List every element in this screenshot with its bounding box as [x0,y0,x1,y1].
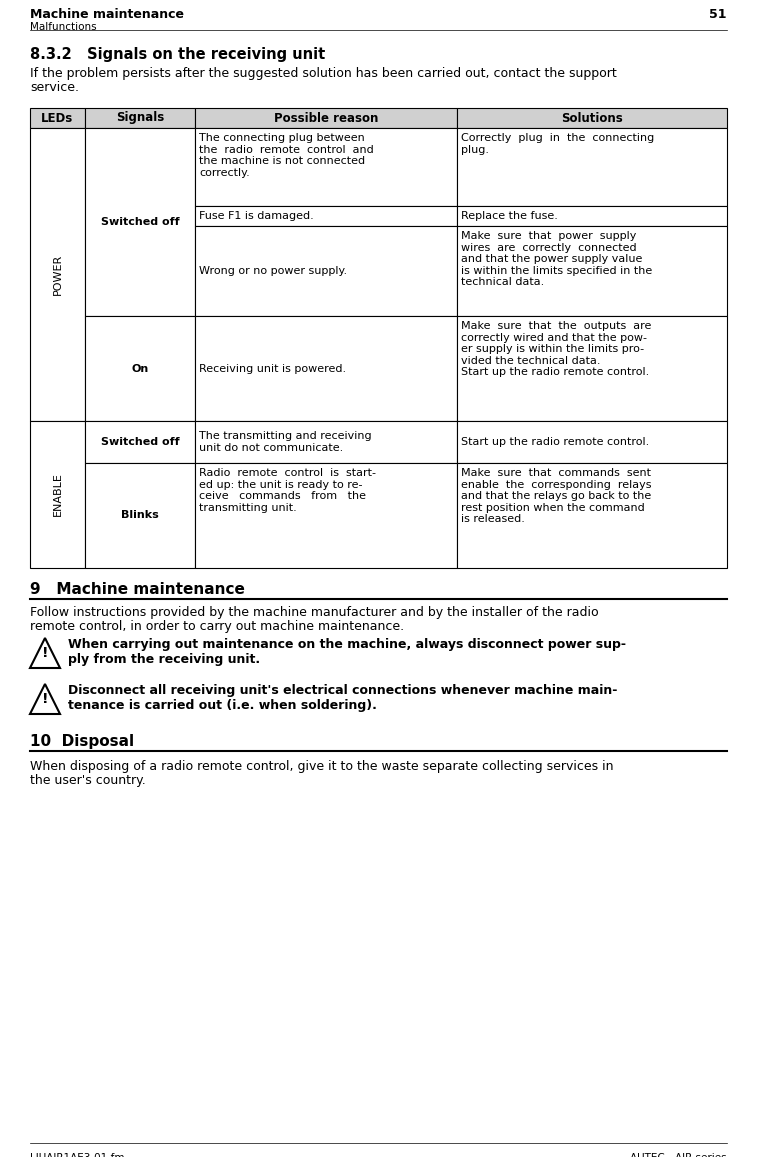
Text: ENABLE: ENABLE [52,472,63,516]
Text: Switched off: Switched off [101,437,179,447]
Text: Make  sure  that  power  supply
wires  are  correctly  connected
and that the po: Make sure that power supply wires are co… [461,231,653,287]
Bar [30,108,85,128]
Bar [85,108,195,128]
Bar [85,421,195,463]
Text: Replace the fuse.: Replace the fuse. [461,211,558,221]
Text: 10  Disposal: 10 Disposal [30,734,134,749]
Bar [457,108,727,128]
Text: Solutions: Solutions [561,111,623,125]
Text: LEDs: LEDs [42,111,73,125]
Bar [457,421,727,463]
Bar [457,128,727,206]
Text: If the problem persists after the suggested solution has been carried out, conta: If the problem persists after the sugges… [30,67,617,80]
Text: AUTEC - AIR series: AUTEC - AIR series [631,1154,727,1157]
Text: the user's country.: the user's country. [30,774,146,787]
Bar [85,316,195,421]
Text: Blinks: Blinks [121,510,159,521]
Text: Signals: Signals [116,111,164,125]
Bar [195,108,457,128]
Text: The transmitting and receiving
unit do not communicate.: The transmitting and receiving unit do n… [199,432,372,452]
Text: The connecting plug between
the  radio  remote  control  and
the machine is not : The connecting plug between the radio re… [199,133,374,178]
Text: Wrong or no power supply.: Wrong or no power supply. [199,266,347,277]
Bar [457,316,727,421]
Text: 9   Machine maintenance: 9 Machine maintenance [30,582,245,597]
Bar [195,128,457,206]
Bar [457,226,727,316]
Bar [195,316,457,421]
Bar [195,226,457,316]
Text: service.: service. [30,81,79,94]
Text: LIUAIR1AE3-01.fm: LIUAIR1AE3-01.fm [30,1154,124,1157]
Bar [195,206,457,226]
Text: Malfunctions: Malfunctions [30,22,97,32]
Text: Make  sure  that  commands  sent
enable  the  corresponding  relays
and that the: Make sure that commands sent enable the … [461,467,652,524]
Text: POWER: POWER [52,253,63,295]
Text: Switched off: Switched off [101,218,179,227]
Bar [195,421,457,463]
Text: Correctly  plug  in  the  connecting
plug.: Correctly plug in the connecting plug. [461,133,654,155]
Text: Possible reason: Possible reason [274,111,378,125]
Bar [85,128,195,316]
Text: On: On [132,363,148,374]
Text: tenance is carried out (i.e. when soldering).: tenance is carried out (i.e. when solder… [68,699,377,712]
Text: ply from the receiving unit.: ply from the receiving unit. [68,653,260,666]
Bar [30,421,85,568]
Text: 51: 51 [709,8,727,21]
Text: Fuse F1 is damaged.: Fuse F1 is damaged. [199,211,313,221]
Text: !: ! [42,692,48,706]
Bar [30,128,85,421]
Text: 8.3.2   Signals on the receiving unit: 8.3.2 Signals on the receiving unit [30,47,326,62]
Text: !: ! [42,646,48,659]
Text: remote control, in order to carry out machine maintenance.: remote control, in order to carry out ma… [30,620,404,633]
Bar [195,463,457,568]
Text: Machine maintenance: Machine maintenance [30,8,184,21]
Bar [85,463,195,568]
Text: Receiving unit is powered.: Receiving unit is powered. [199,363,346,374]
Text: When disposing of a radio remote control, give it to the waste separate collecti: When disposing of a radio remote control… [30,760,613,773]
Bar [457,463,727,568]
Text: Disconnect all receiving unit's electrical connections whenever machine main-: Disconnect all receiving unit's electric… [68,684,618,697]
Text: Follow instructions provided by the machine manufacturer and by the installer of: Follow instructions provided by the mach… [30,606,599,619]
Text: Make  sure  that  the  outputs  are
correctly wired and that the pow-
er supply : Make sure that the outputs are correctly… [461,320,651,377]
Bar [457,206,727,226]
Text: Start up the radio remote control.: Start up the radio remote control. [461,437,650,447]
Text: When carrying out maintenance on the machine, always disconnect power sup-: When carrying out maintenance on the mac… [68,638,626,651]
Text: Radio  remote  control  is  start-
ed up: the unit is ready to re-
ceive   comma: Radio remote control is start- ed up: th… [199,467,376,513]
